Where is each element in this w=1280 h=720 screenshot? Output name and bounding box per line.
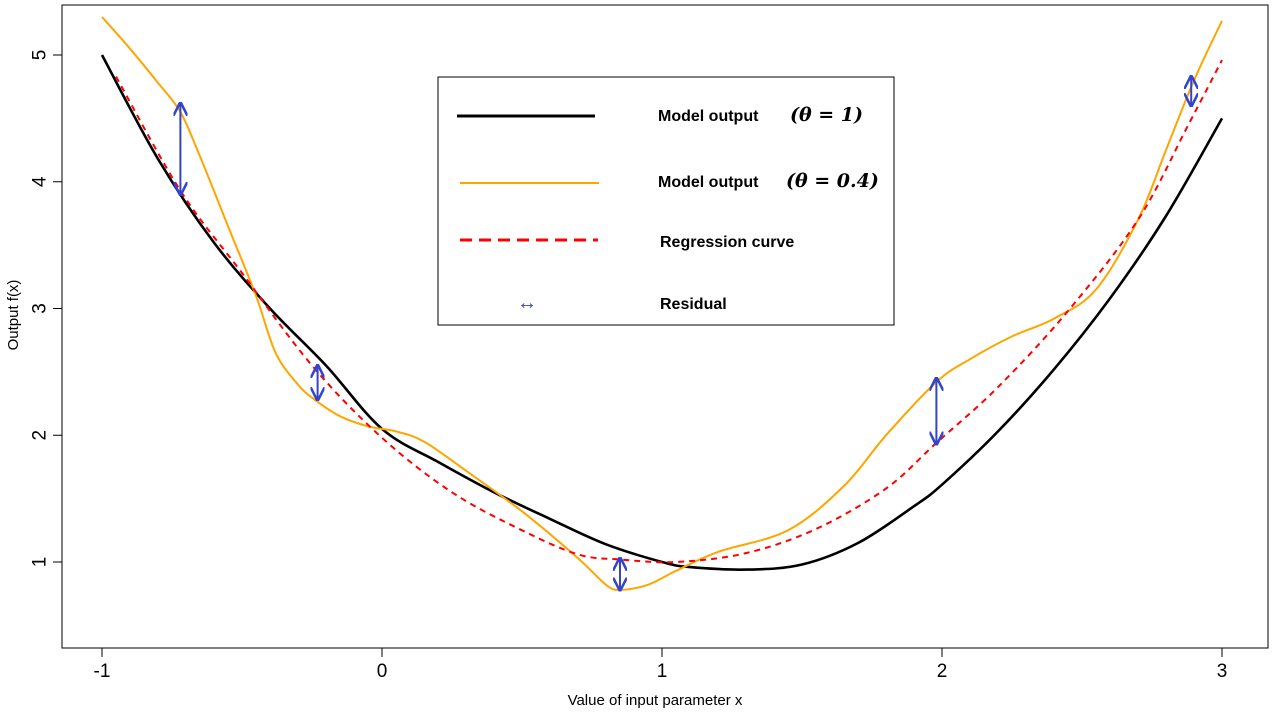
- legend-box: [437, 76, 895, 326]
- y-tick-label: 4: [30, 176, 51, 187]
- y-tick-label: 5: [30, 50, 51, 61]
- legend-label-regression-curve: Regression curve: [660, 234, 794, 251]
- series-layer: [100, 16, 1224, 591]
- y-axis: 1 2 3 4 5: [30, 50, 63, 568]
- legend: Model output (θ = 1) Model output (θ = 0…: [437, 76, 895, 326]
- y-tick-label: 3: [30, 303, 51, 314]
- x-tick-label: 1: [657, 661, 668, 682]
- x-axis-title: Value of input parameter x: [568, 692, 743, 709]
- legend-math-theta-1: (θ = 1): [790, 104, 863, 126]
- x-tick-label: 2: [937, 661, 948, 682]
- series-line-regression-curve: [115, 59, 1223, 564]
- legend-label-model-theta-0-4: Model output: [658, 174, 759, 191]
- y-axis-title: Output f(x): [5, 280, 22, 351]
- series-line-model-theta-0-4: [101, 16, 1223, 591]
- legend-label-model-theta-1: Model output: [658, 108, 759, 125]
- residual-layer: [180, 77, 1191, 590]
- legend-math-theta-0-4: (θ = 0.4): [786, 170, 879, 192]
- y-tick-label: 1: [30, 557, 51, 568]
- x-tick-label: -1: [94, 661, 111, 682]
- series-line-model-theta-1: [100, 54, 1224, 571]
- y-tick-label: 2: [30, 430, 51, 441]
- x-axis: -1 0 1 2 3: [94, 647, 1228, 682]
- x-tick-label: 0: [377, 661, 388, 682]
- x-tick-label: 3: [1217, 661, 1228, 682]
- legend-label-residual: Residual: [660, 296, 727, 313]
- legend-residual-icon: ↔: [517, 292, 537, 314]
